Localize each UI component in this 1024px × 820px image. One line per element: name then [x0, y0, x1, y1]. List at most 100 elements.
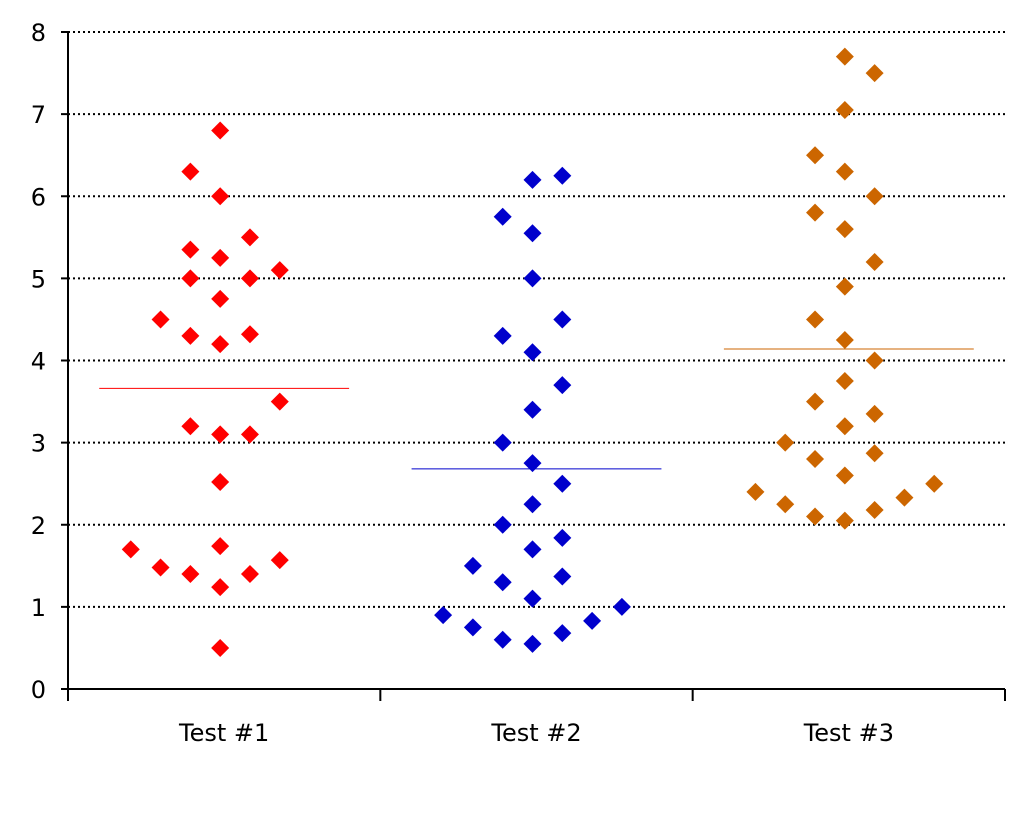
data-point: [181, 269, 200, 288]
data-point: [806, 392, 825, 411]
data-point: [463, 556, 482, 575]
data-point: [121, 540, 140, 559]
data-point: [835, 220, 854, 239]
data-point: [865, 444, 884, 463]
data-point: [523, 170, 542, 189]
mean-lines: [99, 348, 974, 470]
data-point: [806, 203, 825, 222]
data-point: [553, 528, 572, 547]
data-point: [181, 417, 200, 436]
data-point: [835, 417, 854, 436]
data-point: [865, 64, 884, 83]
y-tick-label: 7: [31, 101, 46, 129]
y-tick-label: 3: [31, 430, 46, 458]
data-point: [523, 224, 542, 243]
data-point: [583, 611, 602, 630]
data-point: [211, 473, 230, 492]
data-point: [211, 121, 230, 140]
data-point: [806, 450, 825, 469]
data-point: [211, 537, 230, 556]
y-tick-label: 8: [31, 19, 46, 47]
data-point: [493, 326, 512, 345]
data-point: [211, 248, 230, 267]
data-point: [806, 310, 825, 329]
y-tick-label: 6: [31, 183, 46, 211]
data-point: [493, 630, 512, 649]
data-point: [240, 325, 259, 344]
data-point: [553, 474, 572, 493]
data-point: [523, 400, 542, 419]
data-point: [776, 433, 795, 452]
gridlines: [68, 31, 1005, 608]
y-tick-label: 2: [31, 512, 46, 540]
data-point: [835, 330, 854, 349]
data-point: [211, 638, 230, 657]
data-point: [553, 376, 572, 395]
data-point: [835, 466, 854, 485]
x-axis-ticks: Test #1 Test #2 Test #3: [67, 689, 1006, 747]
data-point: [270, 392, 289, 411]
data-point: [493, 573, 512, 592]
data-point: [270, 261, 289, 280]
data-point: [553, 624, 572, 643]
data-point: [835, 47, 854, 66]
data-point: [553, 310, 572, 329]
data-point: [211, 187, 230, 206]
data-point: [240, 269, 259, 288]
data-point: [523, 343, 542, 362]
data-point: [553, 567, 572, 586]
data-point: [181, 326, 200, 345]
data-point: [211, 289, 230, 308]
data-point: [211, 425, 230, 444]
data-point: [523, 495, 542, 514]
data-point: [806, 146, 825, 165]
data-point: [865, 404, 884, 423]
data-point: [835, 101, 854, 120]
y-tick-label: 0: [31, 676, 46, 704]
x-category-label: Test #1: [178, 719, 269, 747]
data-point: [523, 269, 542, 288]
data-point: [835, 511, 854, 530]
data-point: [523, 454, 542, 473]
data-point: [865, 500, 884, 519]
x-category-label: Test #2: [490, 719, 581, 747]
data-point: [240, 425, 259, 444]
data-point: [835, 162, 854, 181]
data-point: [523, 589, 542, 608]
data-point: [181, 240, 200, 259]
y-axis-ticks: 0 1 2 3 4 5 6 7 8: [31, 19, 68, 704]
data-point: [463, 618, 482, 637]
y-tick-label: 1: [31, 594, 46, 622]
data-point: [151, 558, 170, 577]
data-point: [270, 551, 289, 570]
data-point: [211, 335, 230, 354]
data-point: [895, 488, 914, 507]
data-point: [835, 372, 854, 391]
x-category-label: Test #3: [803, 719, 894, 747]
data-point: [493, 433, 512, 452]
data-point: [523, 540, 542, 559]
data-point: [835, 277, 854, 296]
data-point: [746, 482, 765, 501]
data-point: [493, 207, 512, 226]
data-point: [493, 515, 512, 534]
data-point: [806, 507, 825, 526]
data-points: [121, 47, 944, 657]
data-point: [240, 565, 259, 584]
data-point: [612, 597, 631, 616]
data-point: [181, 162, 200, 181]
data-point: [523, 634, 542, 653]
data-point: [240, 228, 259, 247]
data-point: [434, 606, 453, 625]
data-point: [865, 351, 884, 370]
data-point: [776, 495, 795, 514]
data-point: [151, 310, 170, 329]
y-tick-label: 4: [31, 348, 46, 376]
data-point: [925, 474, 944, 493]
data-point: [181, 565, 200, 584]
y-tick-label: 5: [31, 265, 46, 293]
data-point: [865, 187, 884, 206]
data-point: [865, 252, 884, 271]
data-point: [553, 166, 572, 185]
